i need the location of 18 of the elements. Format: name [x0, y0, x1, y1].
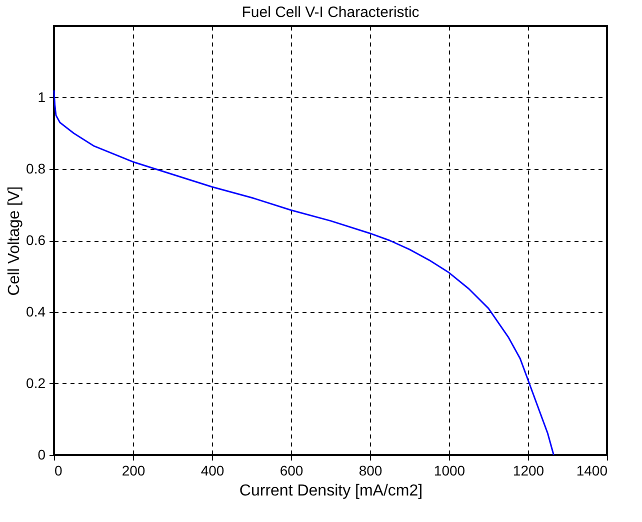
x-tick-label: 600 [280, 462, 304, 478]
x-tick-label: 0 [54, 462, 62, 478]
x-tick-label: 400 [200, 462, 224, 478]
y-tick-label: 1 [38, 89, 46, 105]
x-tick-label: 1000 [434, 462, 466, 478]
y-tick-label: 0.8 [26, 160, 46, 176]
x-axis-title: Current Density [mA/cm2] [239, 482, 423, 500]
x-tick-label: 1200 [512, 462, 544, 478]
y-tick-label: 0 [38, 446, 46, 462]
y-tick-label: 0.4 [26, 304, 46, 320]
chart-title: Fuel Cell V-I Characteristic [242, 4, 420, 21]
x-tick-label: 800 [358, 462, 382, 478]
y-tick-label: 0.6 [26, 232, 46, 248]
y-axis-title: Cell Voltage [V] [6, 186, 24, 296]
x-tick-label: 1400 [576, 462, 608, 478]
y-tick-label: 0.2 [26, 375, 46, 391]
line-series [53, 90, 554, 456]
x-tick-label: 200 [122, 462, 146, 478]
